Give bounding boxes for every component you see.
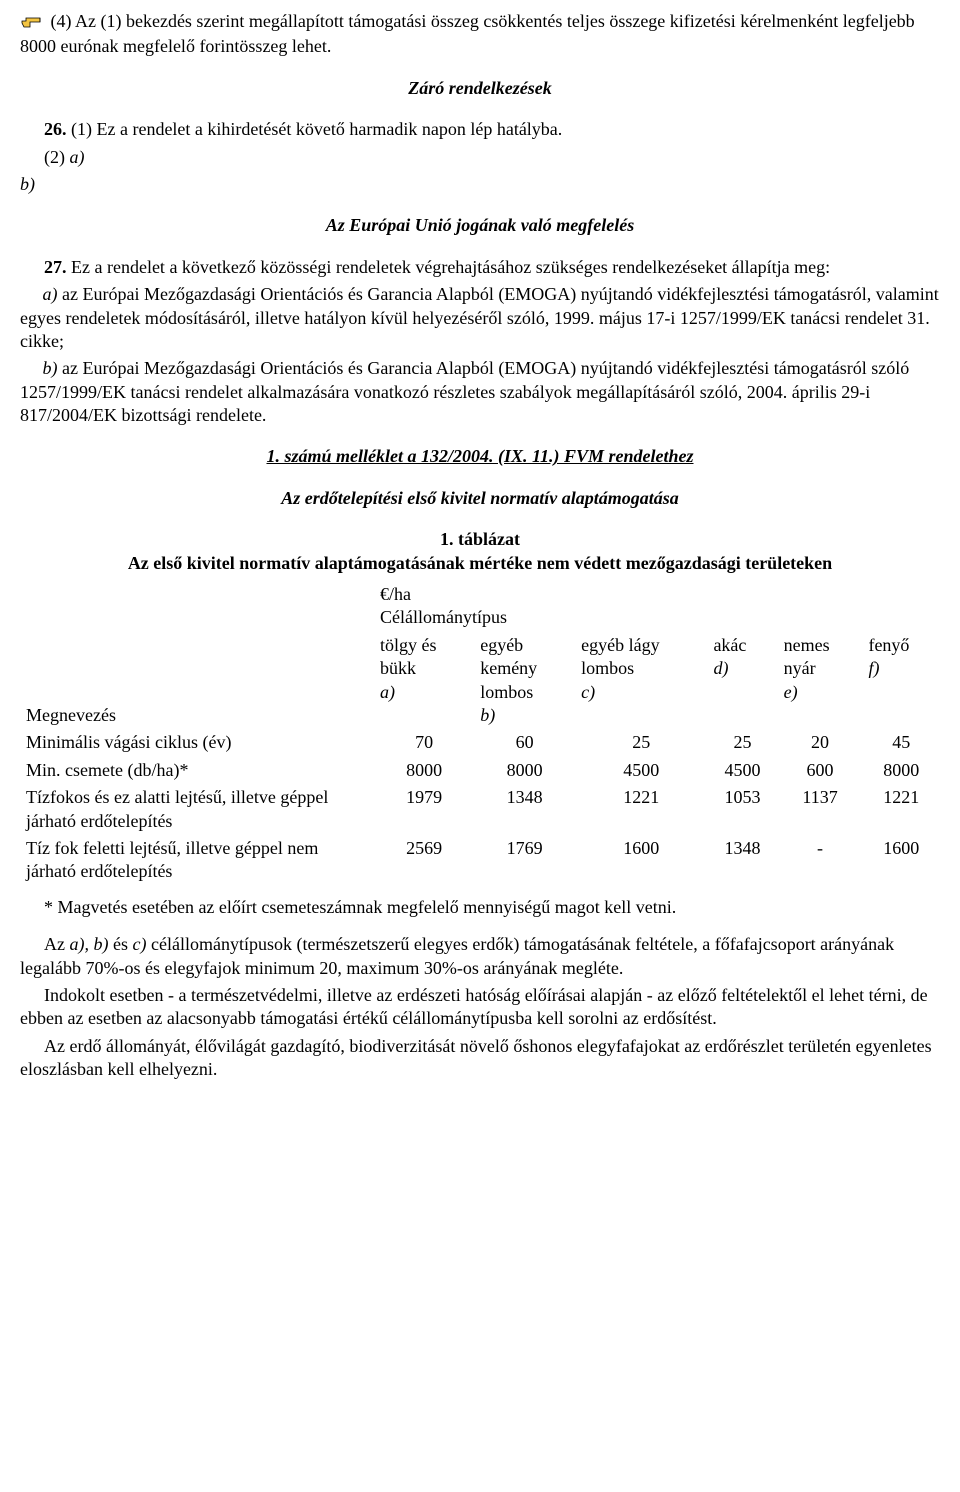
col-c: egyéb lágy lombos c) [575,632,707,730]
para-27-b: b) az Európai Mezőgazdasági Orientációs … [20,357,940,427]
cell: 600 [778,757,863,784]
pointing-hand-icon [20,11,42,35]
annex-subtitle: Az erdőtelepítési első kivitel normatív … [20,487,940,510]
table-unit: €/ha Célállománytípus [374,581,940,632]
cell: 1769 [474,835,575,886]
cell: 1348 [474,784,575,835]
row-label: Tíz fok feletti lejtésű, illetve géppel … [20,835,374,886]
cell: 1600 [575,835,707,886]
cell: 25 [575,729,707,756]
table-row: Tízfokos és ez alatti lejtésű, illetve g… [20,784,940,835]
col-d: akác d) [707,632,777,730]
cell: 4500 [707,757,777,784]
col-e: nemes nyár e) [778,632,863,730]
cell: 20 [778,729,863,756]
cell: 1137 [778,784,863,835]
para-27-intro-text: Ez a rendelet a következő közösségi rend… [67,257,831,277]
para-27-a-text: az Európai Mezőgazdasági Orientációs és … [20,284,939,351]
para-26-2-prefix: (2) [44,147,70,167]
cell: 1221 [862,784,940,835]
cell: 1053 [707,784,777,835]
table-row: Megnevezés €/ha Célállománytípus [20,581,940,632]
cell: 60 [474,729,575,756]
para-27-a-it: a) [43,284,58,304]
cell: 8000 [474,757,575,784]
para-4-text: (4) Az (1) bekezdés szerint megállapítot… [20,11,915,56]
row-label: Minimális vágási ciklus (év) [20,729,374,756]
cell: 1979 [374,784,474,835]
cell: - [778,835,863,886]
row-label: Min. csemete (db/ha)* [20,757,374,784]
closing-para-2: Indokolt esetben - a természetvédelmi, i… [20,984,940,1031]
para-26-2a: (2) a) [20,146,940,169]
group-label: Célállománytípus [380,607,507,627]
col-f: fenyő f) [862,632,940,730]
closing-para-1: Az a), b) és c) célállománytípusok (term… [20,933,940,980]
cell: 1600 [862,835,940,886]
para-26-1-text: (1) Ez a rendelet a kihirdetését követő … [67,119,563,139]
para-26-2b-it: b) [20,174,35,194]
table1-caption-text: Az első kivitel normatív alaptámogatásán… [20,552,940,575]
cell: 4500 [575,757,707,784]
table-row: Tíz fok feletti lejtésű, illetve géppel … [20,835,940,886]
table1-caption-number: 1. táblázat [20,528,940,551]
para-26-1: 26. (1) Ez a rendelet a kihirdetését köv… [20,118,940,141]
para-26-2a-it: a) [70,147,85,167]
para-27-b-it: b) [43,358,58,378]
support-table: Megnevezés €/ha Célállománytípus tölgy é… [20,581,940,886]
eu-compliance-heading: Az Európai Unió jogának való megfelelés [20,214,940,237]
para-27-b-text: az Európai Mezőgazdasági Orientációs és … [20,358,909,425]
cell: 1348 [707,835,777,886]
para-26-2b: b) [20,173,940,196]
closing-para-3: Az erdő állományát, élővilágát gazdagító… [20,1035,940,1082]
cell: 8000 [374,757,474,784]
cell: 70 [374,729,474,756]
annex-title: 1. számú melléklet a 132/2004. (IX. 11.)… [20,445,940,468]
para-27-intro: 27. Ez a rendelet a következő közösségi … [20,256,940,279]
para-4: (4) Az (1) bekezdés szerint megállapítot… [20,10,940,59]
para-27-lead: 27. [44,257,67,277]
cell: 1221 [575,784,707,835]
cell: 2569 [374,835,474,886]
row-label: Tízfokos és ez alatti lejtésű, illetve g… [20,784,374,835]
cell: 25 [707,729,777,756]
closing-provisions-heading: Záró rendelkezések [20,77,940,100]
para-26-lead: 26. [44,119,67,139]
cell: 8000 [862,757,940,784]
col-a: tölgy és bükk a) [374,632,474,730]
table-row: Min. csemete (db/ha)* 8000 8000 4500 450… [20,757,940,784]
row-header-label: Megnevezés [20,581,374,729]
cell: 45 [862,729,940,756]
para-27-a: a) az Európai Mezőgazdasági Orientációs … [20,283,940,353]
table-row: Minimális vágási ciklus (év) 70 60 25 25… [20,729,940,756]
col-b: egyéb kemény lombos b) [474,632,575,730]
table-footnote: * Magvetés esetében az előírt csemeteszá… [20,896,940,919]
